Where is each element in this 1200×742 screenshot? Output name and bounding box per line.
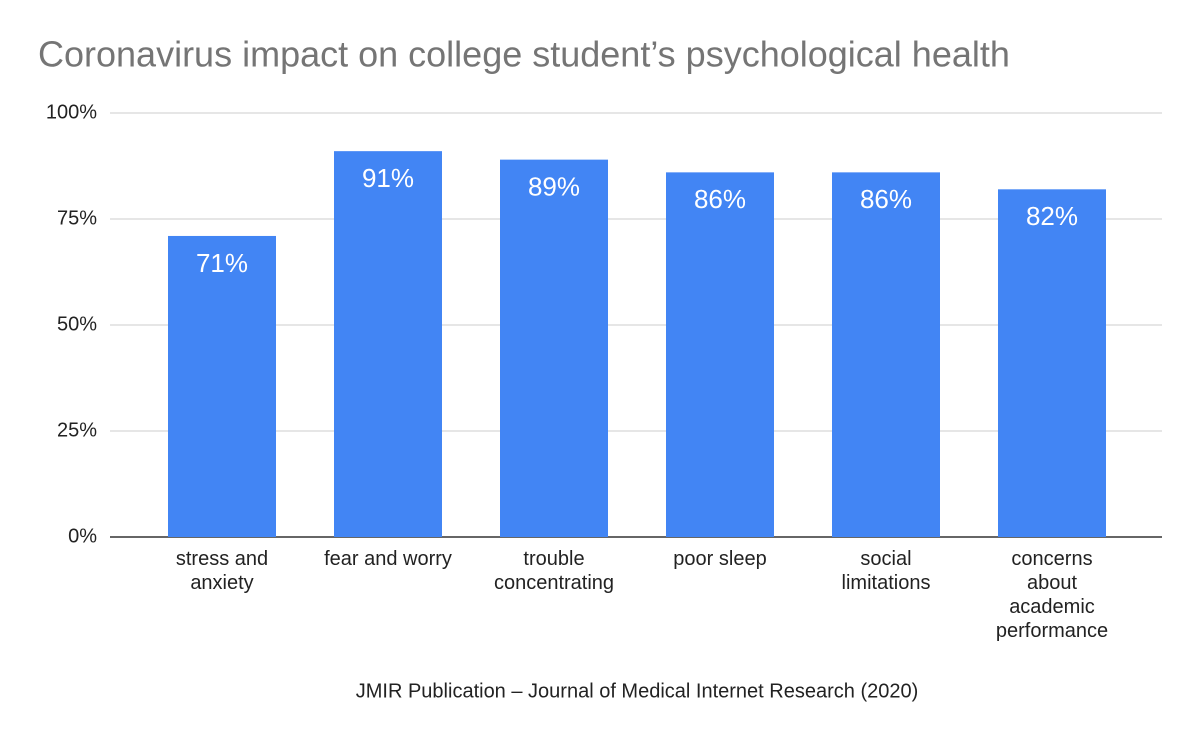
value-label: 71% <box>196 248 248 278</box>
y-tick-label: 25% <box>57 419 97 441</box>
bar <box>998 189 1106 537</box>
x-tick-label: trouble concentrating <box>493 548 615 594</box>
value-label: 89% <box>528 172 580 202</box>
y-tick-label: 75% <box>57 207 97 229</box>
source-note: JMIR Publication – Journal of Medical In… <box>356 680 919 702</box>
value-label: 86% <box>860 184 912 214</box>
x-tick-label: stress and anxiety <box>175 548 269 594</box>
bar <box>500 159 608 537</box>
x-tick-label: concerns about academic performance <box>995 548 1109 642</box>
bar <box>168 235 276 537</box>
bar <box>334 151 442 537</box>
x-tick-label: social limitations <box>841 548 931 594</box>
value-label: 91% <box>362 163 414 193</box>
x-tick-label: fear and worry <box>324 548 452 570</box>
value-label: 82% <box>1026 201 1078 231</box>
x-tick-label: poor sleep <box>673 548 767 570</box>
bar <box>832 172 940 538</box>
chart-title: Coronavirus impact on college student’s … <box>38 34 1010 75</box>
value-label: 86% <box>694 184 746 214</box>
bar <box>666 172 774 538</box>
y-tick-label: 100% <box>46 101 97 123</box>
y-tick-label: 0% <box>68 525 97 547</box>
y-tick-label: 50% <box>57 313 97 335</box>
